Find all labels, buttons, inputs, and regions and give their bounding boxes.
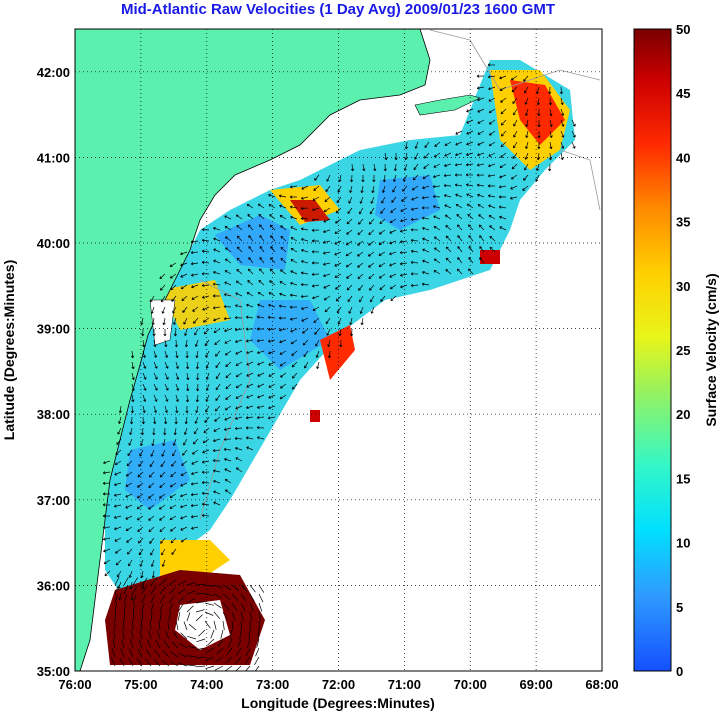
x-tick-label: 73:00	[256, 677, 289, 692]
colorbar-tick-label: 30	[676, 279, 690, 294]
y-tick-label: 38:00	[37, 407, 70, 422]
x-tick-label: 68:00	[585, 677, 618, 692]
x-tick-label: 76:00	[58, 677, 91, 692]
x-axis-ticks: 76:00 75:00 74:00 73:00 72:00 71:00 70:00 69:00…	[58, 677, 618, 692]
colorbar-ticks: 0 5 10 15 20 25 30 35 40 45 50	[676, 22, 690, 679]
colorbar-label: Surface Velocity (cm/s)	[703, 273, 719, 426]
colorbar-tick-label: 0	[676, 664, 683, 679]
x-tick-label: 72:00	[322, 677, 355, 692]
y-tick-label: 40:00	[37, 236, 70, 251]
y-tick-label: 42:00	[37, 65, 70, 80]
colorbar-tick-label: 35	[676, 215, 690, 230]
colorbar-tick-label: 15	[676, 471, 690, 486]
x-axis-label: Longitude (Degrees:Minutes)	[241, 695, 435, 711]
x-tick-label: 69:00	[520, 677, 553, 692]
y-axis-ticks: 35:00 36:00 37:00 38:00 39:00 40:00 41:00 42:00	[37, 65, 70, 679]
plot-frame	[74, 28, 603, 672]
land	[75, 29, 481, 671]
colorbar-tick-label: 10	[676, 536, 690, 551]
x-tick-label: 75:00	[124, 677, 157, 692]
colorbar-tick-label: 20	[676, 407, 690, 422]
y-tick-label: 37:00	[37, 493, 70, 508]
y-axis-label: Latitude (Degrees:Minutes)	[1, 260, 17, 440]
colorbar-tick-label: 40	[676, 150, 690, 165]
y-tick-label: 35:00	[37, 664, 70, 679]
colorbar-tick-label: 25	[676, 343, 690, 358]
x-tick-label: 70:00	[454, 677, 487, 692]
colorbar-tick-label: 5	[676, 600, 683, 615]
y-tick-label: 39:00	[37, 322, 70, 337]
y-tick-label: 41:00	[37, 150, 70, 165]
x-tick-label: 71:00	[388, 677, 421, 692]
colorbar	[633, 28, 672, 672]
y-tick-label: 36:00	[37, 578, 70, 593]
colorbar-tick-label: 45	[676, 86, 690, 101]
colorbar-tick-label: 50	[676, 22, 690, 37]
x-tick-label: 74:00	[190, 677, 223, 692]
map-title: Mid-Atlantic Raw Velocities (1 Day Avg) …	[120, 1, 556, 18]
